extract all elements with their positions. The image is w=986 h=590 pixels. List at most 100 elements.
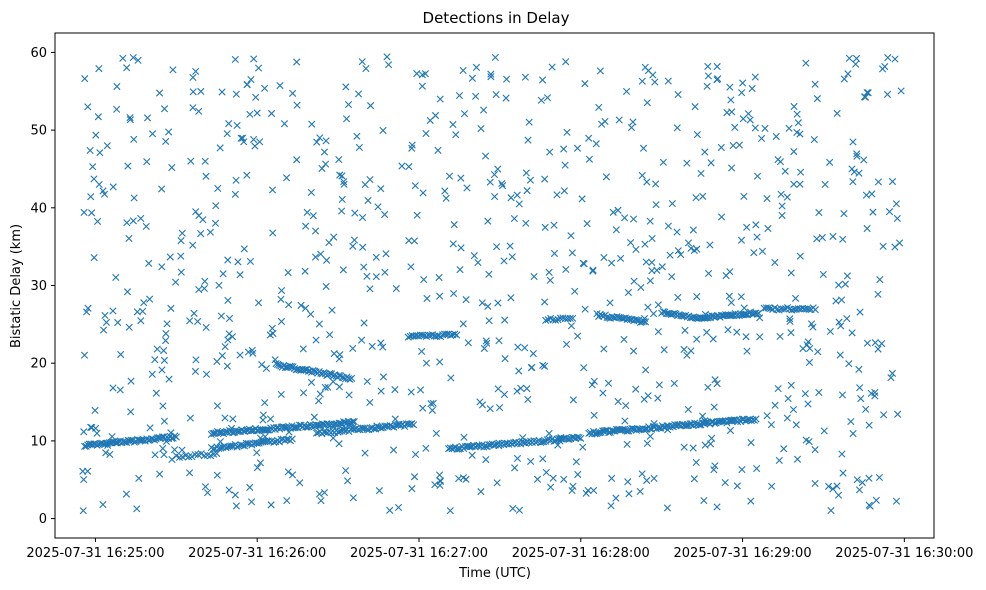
detection-point [692,458,700,467]
detection-point [538,76,547,84]
detection-point [648,258,656,267]
detection-point [189,241,197,249]
detection-point [763,194,771,203]
detection-point [496,403,504,412]
detection-point [213,471,221,479]
detection-point [87,423,95,431]
detection-point [608,259,616,267]
detection-point [725,292,733,300]
detection-point [680,345,688,353]
detection-point [863,339,872,347]
detection-point [614,397,622,406]
track-point [239,441,247,449]
detection-point [377,185,385,193]
detection-point [441,187,449,195]
detection-point [480,106,488,114]
detection-point [152,389,160,397]
detection-point [442,194,450,202]
detection-point [860,156,868,164]
track-point [126,437,134,445]
detection-point [419,404,427,412]
detection-point [786,315,794,323]
track-point [752,415,760,423]
detection-point [434,146,442,154]
track-point [359,424,367,432]
detection-point [137,317,145,325]
detection-point [892,497,901,505]
detection-point [253,464,262,472]
detection-point [884,54,892,62]
detection-point [776,158,785,166]
detection-point [644,303,652,311]
track-point [422,332,431,341]
detection-point [862,191,871,199]
detection-point [349,344,357,353]
detection-point [871,339,879,347]
detection-point [832,297,840,305]
detection-point [375,487,384,495]
detection-point [598,120,606,128]
detection-point [491,192,499,201]
track-point [175,453,184,461]
detection-point [561,161,569,169]
detection-point [212,202,220,210]
detection-point [162,137,170,146]
detection-point [668,199,676,208]
detection-point [125,323,133,331]
detection-point [213,357,221,366]
detection-point [355,143,363,152]
detection-point [815,388,823,397]
detection-point [468,74,476,82]
detection-point [527,457,535,466]
detection-point [186,414,194,422]
detection-point [852,54,861,63]
detection-point [522,219,530,227]
detection-point [892,200,900,208]
detection-point [126,114,134,122]
track-point [775,306,783,314]
track-point [197,450,205,458]
detection-point [849,430,857,438]
detection-point [490,170,499,179]
detection-point [806,344,814,353]
detection-point [390,446,398,454]
detection-point [170,446,179,454]
detection-point [487,73,495,81]
detection-point [394,503,403,512]
detection-point [543,94,552,102]
detection-point [450,221,458,229]
detection-point [655,381,663,389]
detection-point [573,144,582,152]
detection-point [805,358,814,366]
detection-point [342,115,351,123]
detection-point [833,109,841,117]
detection-point [344,100,353,109]
detection-point [109,183,117,191]
detection-point [654,394,662,402]
detection-point [472,63,481,71]
detection-point [584,486,592,495]
detection-point [88,423,96,432]
detection-point [445,172,454,180]
track-point [565,435,573,443]
track-point [434,332,443,340]
detection-point [326,331,334,339]
detection-point [604,379,613,387]
detection-point [624,478,632,486]
detection-point [472,92,480,100]
detection-point [474,258,482,267]
track-point [701,419,710,427]
detection-point [93,429,101,437]
detection-point [629,347,638,355]
detection-point [123,288,132,296]
detection-point [562,340,571,348]
detection-point [793,455,802,463]
detection-point [721,478,729,487]
track-point [451,330,459,338]
detection-point [612,226,620,234]
detection-point [791,294,800,302]
detection-point [797,168,805,176]
detection-point [231,190,239,198]
detection-point [293,156,301,164]
